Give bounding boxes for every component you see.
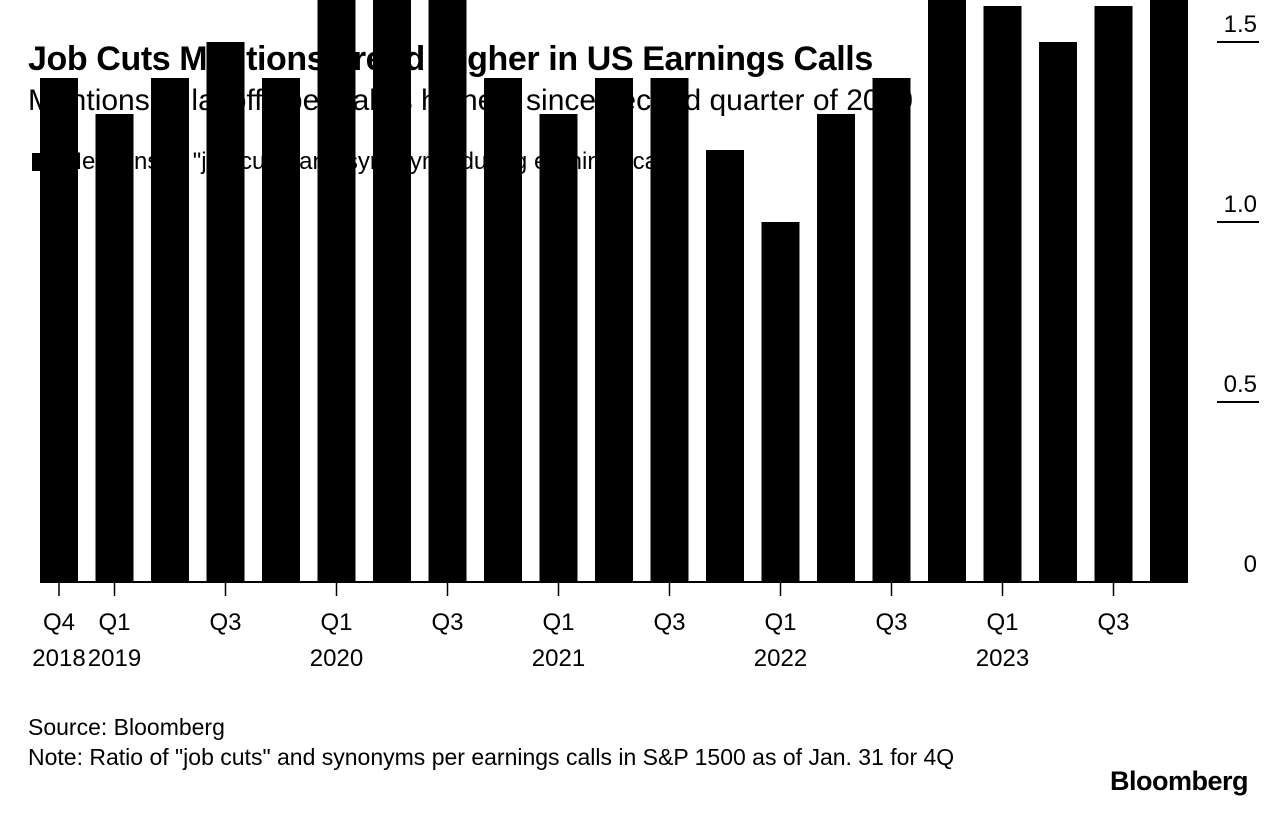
bar-q2-2021 (595, 78, 633, 582)
bar-q2-2023 (1039, 42, 1077, 582)
bar-q1-2021 (539, 114, 578, 582)
y-tick-label: 1.0 (1224, 191, 1257, 218)
bar-q1-2022 (761, 222, 800, 582)
x-tick-year-label: 2023 (976, 645, 1029, 672)
bar-q4-2020 (484, 78, 522, 582)
x-tick-label: Q1 (320, 609, 352, 636)
bar-q4-2021 (706, 150, 744, 582)
bar-q4-2022 (928, 0, 966, 582)
x-tick-label: Q1 (542, 609, 574, 636)
x-tick-year-label: 2019 (88, 645, 141, 672)
bar-q3-2019 (206, 42, 245, 582)
bloomberg-logo: Bloomberg (1109, 766, 1249, 796)
bar-q3-2021 (650, 78, 689, 582)
x-tick-year-label: 2021 (532, 645, 585, 672)
bar-q4-2019 (262, 78, 300, 582)
x-tick-year-label: 2018 (32, 645, 85, 672)
x-tick-label: Q3 (653, 609, 685, 636)
y-tick-label: 0.5 (1224, 371, 1257, 398)
bar-q1-2023 (983, 6, 1022, 582)
x-tick-label: Q3 (1097, 609, 1129, 636)
bar-q3-2022 (872, 78, 911, 582)
bar-q3-2020 (428, 0, 467, 582)
bar-q4-2018 (40, 78, 78, 582)
x-tick-year-label: 2022 (754, 645, 807, 672)
bar-q3-2023 (1094, 6, 1133, 582)
x-tick-label: Q3 (875, 609, 907, 636)
y-tick-label: 1.5 (1224, 11, 1257, 38)
x-tick-label: Q3 (431, 609, 463, 636)
x-tick-year-label: 2020 (310, 645, 363, 672)
x-tick-label: Q1 (98, 609, 130, 636)
x-tick-label: Q4 (43, 609, 75, 636)
y-tick-label: 0 (1244, 551, 1257, 578)
bar-q4-2023 (1150, 0, 1188, 582)
note-text: Note: Ratio of "job cuts" and synonyms p… (28, 744, 955, 770)
source-text: Source: Bloomberg (28, 714, 225, 740)
x-tick-label: Q1 (986, 609, 1018, 636)
x-tick-label: Q1 (764, 609, 796, 636)
bar-q2-2019 (151, 78, 189, 582)
bar-q2-2020 (373, 0, 411, 582)
bar-q1-2020 (317, 0, 356, 582)
bar-q2-2022 (817, 114, 855, 582)
bar-q1-2019 (95, 114, 134, 582)
x-tick-label: Q3 (209, 609, 241, 636)
